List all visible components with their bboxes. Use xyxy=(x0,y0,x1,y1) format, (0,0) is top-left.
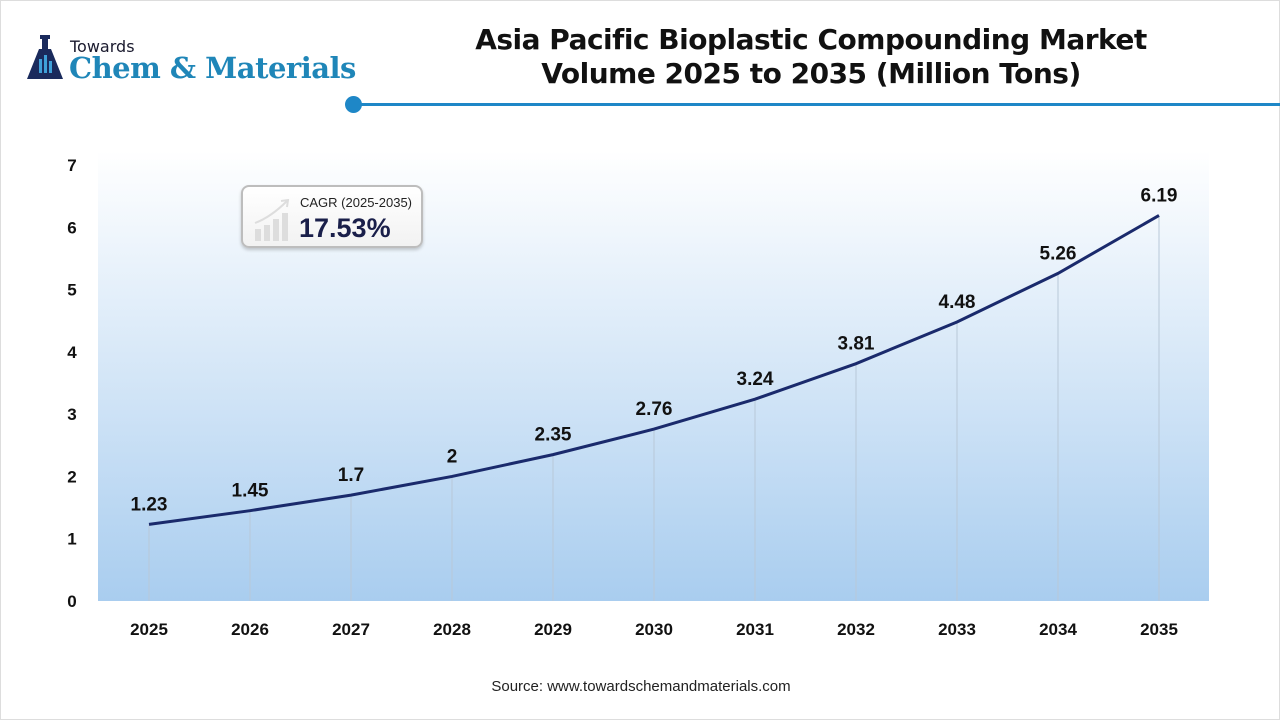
cagr-box: CAGR (2025-2035) 17.53% xyxy=(241,185,423,248)
x-tick-label: 2028 xyxy=(433,620,471,639)
logo-towards: Towards xyxy=(70,37,135,56)
title-line-2: Volume 2025 to 2035 (Million Tons) xyxy=(541,57,1081,90)
data-label: 3.24 xyxy=(737,369,774,390)
title-divider xyxy=(361,103,1280,106)
x-tick-label: 2026 xyxy=(231,620,269,639)
cagr-label: CAGR (2025-2035) xyxy=(300,195,412,210)
data-label: 6.19 xyxy=(1141,185,1178,206)
x-tick-label: 2027 xyxy=(332,620,370,639)
flask-icon xyxy=(27,35,63,79)
data-label: 2 xyxy=(447,446,458,467)
source-text: Source: www.towardschemandmaterials.com xyxy=(491,678,791,695)
data-label: 1.23 xyxy=(131,494,168,515)
y-tick-label: 5 xyxy=(67,281,76,300)
y-tick-label: 4 xyxy=(67,343,77,362)
data-label: 3.81 xyxy=(838,334,875,355)
title-line-1: Asia Pacific Bioplastic Compounding Mark… xyxy=(475,23,1147,56)
x-tick-label: 2033 xyxy=(938,620,976,639)
y-tick-label: 2 xyxy=(67,467,76,486)
logo-brand: Chem & Materials xyxy=(69,51,356,85)
chart-title: Asia Pacific Bioplastic Compounding Mark… xyxy=(441,23,1181,91)
y-tick-label: 0 xyxy=(67,592,76,611)
x-tick-label: 2032 xyxy=(837,620,875,639)
y-tick-label: 7 xyxy=(67,156,76,175)
x-tick-label: 2030 xyxy=(635,620,673,639)
y-tick-label: 1 xyxy=(67,530,76,549)
y-tick-label: 6 xyxy=(67,218,76,237)
data-label: 2.76 xyxy=(636,399,673,420)
data-label: 2.35 xyxy=(535,425,572,446)
growth-chart-icon xyxy=(254,198,290,241)
x-tick-label: 2031 xyxy=(736,620,774,639)
data-label: 1.7 xyxy=(338,465,364,486)
x-tick-label: 2034 xyxy=(1039,620,1077,639)
data-label: 5.26 xyxy=(1040,243,1077,264)
x-tick-label: 2025 xyxy=(130,620,168,639)
x-tick-label: 2035 xyxy=(1140,620,1178,639)
title-divider-dot xyxy=(345,96,362,113)
data-label: 4.48 xyxy=(939,292,976,313)
cagr-value: 17.53% xyxy=(299,213,391,243)
y-tick-label: 3 xyxy=(67,405,76,424)
x-tick-label: 2029 xyxy=(534,620,572,639)
series-line xyxy=(148,214,1160,526)
data-label: 1.45 xyxy=(232,481,269,502)
